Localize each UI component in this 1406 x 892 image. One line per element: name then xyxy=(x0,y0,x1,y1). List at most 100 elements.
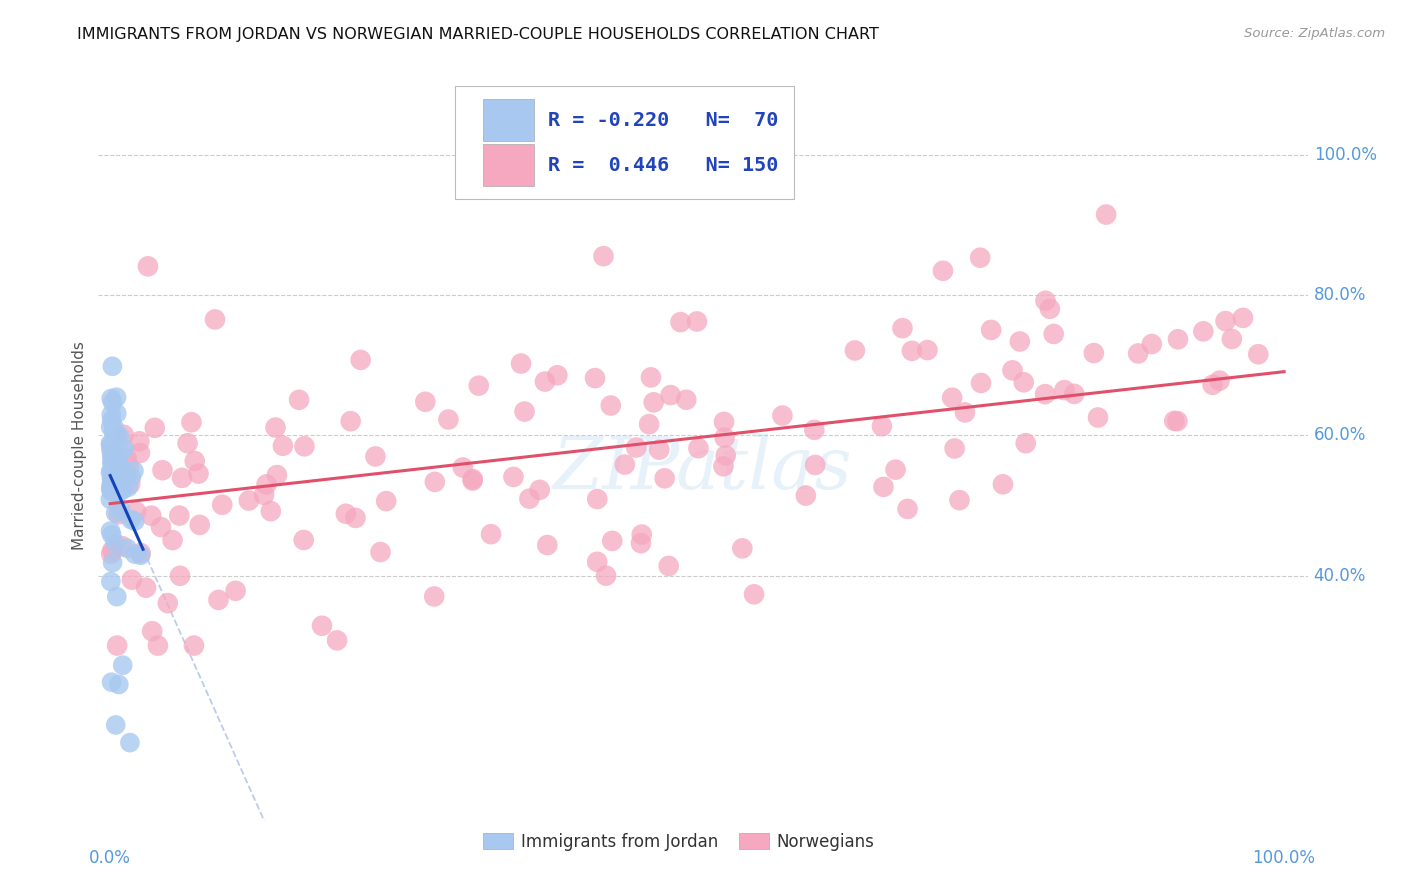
Point xyxy=(941,391,963,405)
Point xyxy=(1232,310,1254,325)
Point xyxy=(100,468,122,483)
Point xyxy=(794,489,817,503)
Point xyxy=(105,471,128,485)
Point xyxy=(111,461,134,475)
Point xyxy=(103,443,125,458)
Point xyxy=(643,395,665,409)
Point xyxy=(111,539,134,553)
Point xyxy=(121,573,143,587)
Point xyxy=(169,569,191,583)
Point xyxy=(105,482,128,496)
Point xyxy=(100,524,122,538)
Point xyxy=(1126,346,1149,360)
Point xyxy=(326,633,349,648)
Point xyxy=(170,471,193,485)
Point xyxy=(104,506,127,520)
Point xyxy=(266,468,288,483)
Point xyxy=(207,593,229,607)
Point xyxy=(101,528,124,542)
Point xyxy=(101,475,124,490)
Point xyxy=(375,494,398,508)
Point xyxy=(260,504,283,518)
Point xyxy=(513,404,536,418)
Point xyxy=(105,406,128,420)
Point xyxy=(111,658,134,673)
Point xyxy=(1166,414,1188,428)
Point xyxy=(110,502,132,516)
Point xyxy=(100,472,122,486)
Point xyxy=(502,470,524,484)
Point xyxy=(599,399,621,413)
Point xyxy=(991,477,1014,491)
Point xyxy=(1008,334,1031,349)
Text: 100.0%: 100.0% xyxy=(1313,146,1376,164)
Point xyxy=(100,675,122,690)
Point xyxy=(107,463,129,477)
Point xyxy=(100,414,122,428)
Text: R =  0.446   N= 150: R = 0.446 N= 150 xyxy=(548,155,779,175)
Point xyxy=(413,394,436,409)
Point xyxy=(101,472,124,486)
Point xyxy=(640,370,662,384)
Point xyxy=(529,483,551,497)
FancyBboxPatch shape xyxy=(456,87,793,199)
Point xyxy=(742,587,765,601)
Point xyxy=(948,493,970,508)
Point xyxy=(917,343,939,357)
Point xyxy=(128,434,150,449)
Point xyxy=(364,450,387,464)
Point xyxy=(135,581,157,595)
Point xyxy=(125,505,148,519)
Point xyxy=(118,736,141,750)
Point xyxy=(141,508,163,523)
Point xyxy=(103,483,125,497)
Point xyxy=(675,392,697,407)
Point xyxy=(271,439,294,453)
Point xyxy=(104,472,127,486)
Point xyxy=(183,639,205,653)
Point xyxy=(884,463,907,477)
Point xyxy=(510,357,533,371)
Point xyxy=(108,429,131,443)
Point xyxy=(344,511,367,525)
Point xyxy=(586,491,609,506)
Point xyxy=(686,314,709,328)
Point xyxy=(103,425,125,439)
Point xyxy=(731,541,754,556)
Point xyxy=(600,533,623,548)
Point xyxy=(1039,301,1062,316)
Point xyxy=(1015,436,1038,450)
Point xyxy=(451,460,474,475)
Point xyxy=(101,359,124,374)
Point xyxy=(136,260,159,274)
Point xyxy=(1201,377,1223,392)
Point xyxy=(100,574,122,589)
Point xyxy=(1163,414,1185,428)
Point xyxy=(105,427,128,442)
Point xyxy=(592,249,614,263)
Point xyxy=(101,444,124,458)
Legend: Immigrants from Jordan, Norwegians: Immigrants from Jordan, Norwegians xyxy=(477,826,882,857)
Point xyxy=(108,677,131,691)
Point xyxy=(292,533,315,547)
Point xyxy=(101,442,124,457)
Point xyxy=(104,718,127,732)
Point xyxy=(630,527,652,541)
Point xyxy=(595,568,617,582)
Point xyxy=(943,442,966,456)
Point xyxy=(100,484,122,499)
Point xyxy=(112,427,135,442)
Point xyxy=(335,507,357,521)
Point xyxy=(253,488,276,502)
Point xyxy=(479,527,502,541)
Point xyxy=(713,459,735,474)
Point xyxy=(101,543,124,558)
Point xyxy=(586,555,609,569)
Point xyxy=(1035,293,1057,308)
Point xyxy=(103,444,125,458)
Text: Source: ZipAtlas.com: Source: ZipAtlas.com xyxy=(1244,27,1385,40)
Point xyxy=(100,420,122,434)
Point xyxy=(184,454,207,468)
Point xyxy=(188,517,211,532)
Text: IMMIGRANTS FROM JORDAN VS NORWEGIAN MARRIED-COUPLE HOUSEHOLDS CORRELATION CHART: IMMIGRANTS FROM JORDAN VS NORWEGIAN MARR… xyxy=(77,27,879,42)
